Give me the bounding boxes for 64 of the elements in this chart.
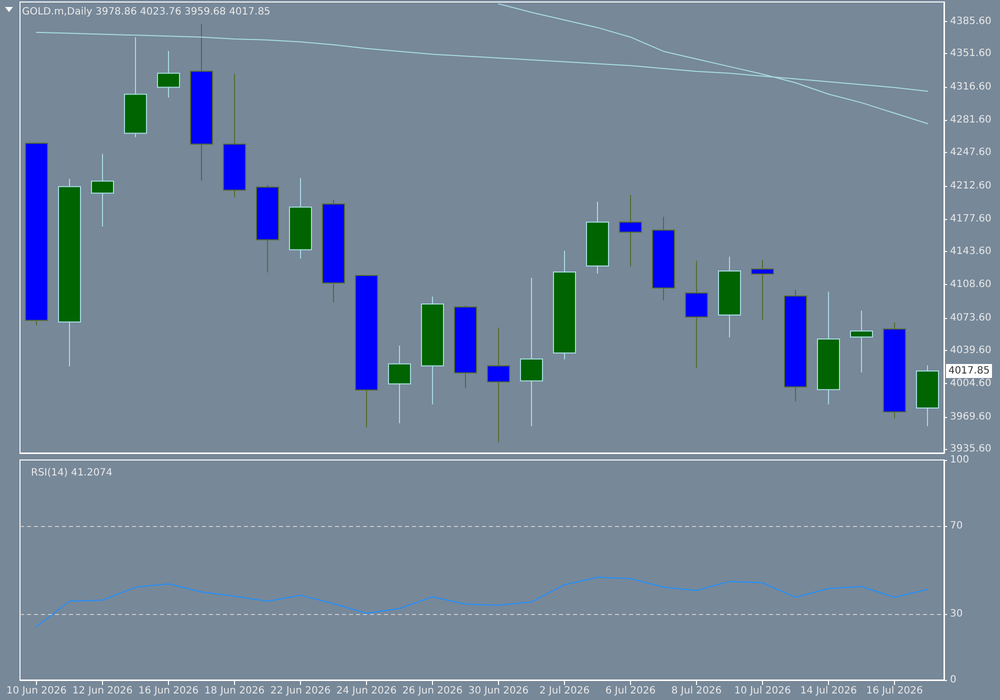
y-tick-label: 4247.60 (950, 147, 992, 158)
candlestick (817, 291, 840, 405)
candlestick (718, 256, 741, 338)
x-tick-label: 16 Jun 2026 (138, 686, 199, 696)
candlestick (190, 23, 213, 182)
y-tick-label: 4316.60 (950, 81, 992, 92)
x-tick-label: 6 Jul 2026 (605, 686, 656, 696)
y-tick-label: 4073.60 (950, 312, 992, 324)
y-tick-label: 4004.60 (950, 378, 992, 390)
x-tick-label: 10 Jul 2026 (734, 686, 791, 696)
candlestick (355, 274, 378, 428)
y-tick-label: 30 (950, 608, 963, 620)
candlestick (289, 178, 312, 259)
x-tick-label: 22 Jun 2026 (270, 686, 331, 696)
candlestick (883, 322, 906, 419)
y-tick-label: 0 (950, 674, 956, 686)
y-tick-label: 4039.60 (950, 344, 992, 356)
text: RSI(14) 41.2074 (31, 468, 112, 478)
y-tick-label: 100 (950, 454, 970, 466)
x-tick-label: 30 Jun 2026 (468, 686, 529, 696)
candlestick (652, 216, 675, 301)
y-tick-label: 4351.60 (950, 48, 992, 60)
x-tick-label: 16 Jul 2026 (866, 686, 923, 696)
candlestick (322, 199, 345, 303)
candlestick (520, 277, 543, 427)
candlestick (223, 73, 246, 198)
candlestick (685, 260, 708, 368)
y-tick-label: 4143.60 (950, 246, 992, 257)
candlestick (25, 142, 48, 326)
y-tick-label: 4281.60 (950, 114, 992, 126)
candlestick (157, 50, 180, 98)
y-tick-label: 4212.60 (950, 180, 992, 192)
y-tick-label: 70 (950, 520, 963, 532)
candlestick (124, 36, 147, 138)
y-tick-label: 4108.60 (950, 279, 992, 290)
candlestick (388, 345, 411, 424)
candlestick (751, 259, 774, 320)
candlestick (586, 201, 609, 274)
candlestick (553, 250, 576, 360)
line-series (36, 576, 928, 628)
y-tick-label: 3969.60 (950, 411, 992, 422)
x-tick-label: 2 Jul 2026 (539, 686, 590, 696)
candlestick (784, 289, 807, 402)
x-tick-label: 14 Jul 2026 (800, 686, 857, 696)
candlestick (850, 310, 873, 373)
x-tick-label: 8 Jul 2026 (671, 686, 722, 696)
candlestick (916, 364, 939, 427)
candlestick (91, 153, 114, 227)
candlestick (619, 194, 642, 267)
candlestick (58, 178, 81, 367)
x-tick-label: 24 Jun 2026 (336, 686, 397, 696)
candlestick (421, 296, 444, 405)
candlestick (454, 305, 477, 388)
candlestick (256, 184, 279, 273)
x-tick-label: 10 Jun 2026 (6, 686, 67, 696)
y-tick-label: 4385.60 (950, 16, 992, 27)
y-tick-label: 3935.60 (950, 444, 992, 455)
y-tick-label: 4177.60 (950, 214, 992, 225)
x-tick-label: 26 Jun 2026 (402, 686, 463, 696)
x-tick-label: 12 Jun 2026 (72, 686, 133, 696)
candlestick (487, 327, 510, 443)
x-tick-label: 18 Jun 2026 (204, 686, 265, 696)
text: 4017.85 (948, 365, 990, 376)
chart-title: GOLD.m,Daily 3978.86 4023.76 3959.68 4017.85 (22, 6, 270, 18)
